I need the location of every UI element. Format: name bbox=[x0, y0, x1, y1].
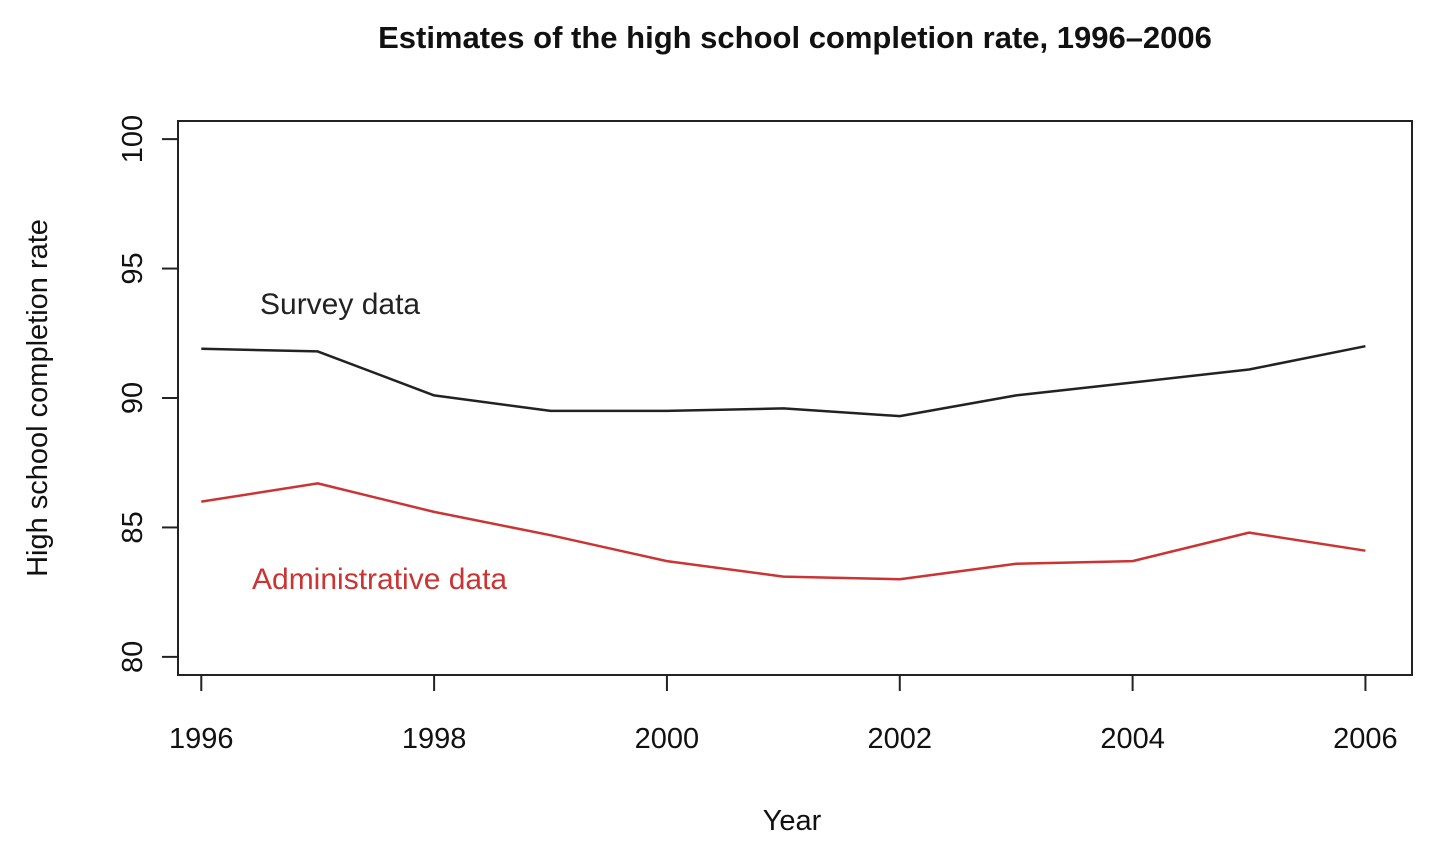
x-tick-label: 2006 bbox=[1333, 723, 1398, 755]
y-tick-label: 95 bbox=[117, 252, 149, 284]
y-tick-label: 90 bbox=[117, 382, 149, 414]
y-tick-label: 85 bbox=[117, 511, 149, 543]
x-tick-label: 2004 bbox=[1100, 723, 1165, 755]
y-tick-label: 80 bbox=[117, 641, 149, 673]
series-layer bbox=[201, 344, 1366, 581]
administrative-data-line bbox=[201, 482, 1366, 581]
survey-data-line bbox=[201, 344, 1366, 418]
y-tick-label: 100 bbox=[117, 115, 149, 163]
x-axis-label: Year bbox=[763, 805, 822, 837]
chart-title: Estimates of the high school completion … bbox=[378, 20, 1212, 55]
x-tick-label: 2000 bbox=[635, 723, 700, 755]
x-axis: 1996 1998 2000 2002 2004 2006 bbox=[169, 675, 1398, 755]
x-tick-label: 2002 bbox=[868, 723, 933, 755]
y-axis: 80 85 90 95 100 bbox=[117, 115, 178, 673]
x-tick-label: 1996 bbox=[169, 723, 234, 755]
survey-series-label: Survey data bbox=[260, 288, 420, 321]
y-axis-label: High school completion rate bbox=[22, 219, 54, 577]
x-tick-label: 1998 bbox=[402, 723, 467, 755]
administrative-series-label: Administrative data bbox=[252, 563, 507, 596]
